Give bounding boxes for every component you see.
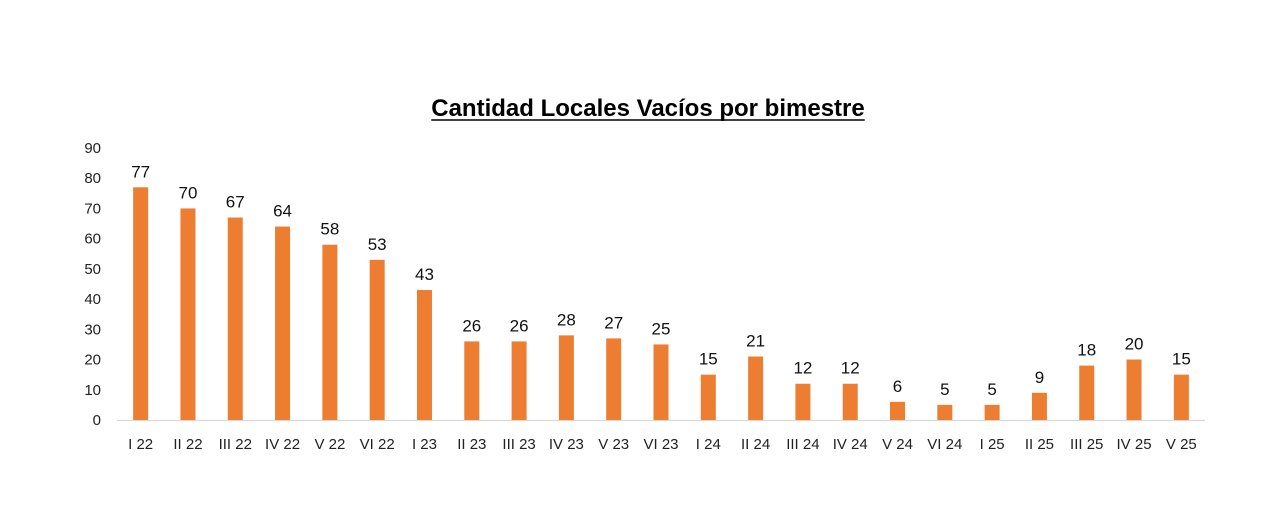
y-tick-label: 10 xyxy=(84,382,101,399)
y-axis: 0 10 20 30 40 50 60 70 80 90 xyxy=(84,140,101,429)
x-tick-label: IV 25 xyxy=(1117,436,1152,453)
x-tick-label: III 22 xyxy=(219,436,252,453)
bar xyxy=(1126,359,1142,420)
x-tick-label: IV 22 xyxy=(265,436,300,453)
y-tick-label: 60 xyxy=(84,231,101,248)
x-tick-label: I 23 xyxy=(412,436,437,453)
data-label: 53 xyxy=(368,235,387,254)
chart-title: Cantidad Locales Vacíos por bimestre xyxy=(431,95,864,122)
y-tick-label: 70 xyxy=(84,200,101,217)
data-label: 5 xyxy=(940,380,949,399)
data-label: 70 xyxy=(178,183,197,202)
data-label: 67 xyxy=(226,193,245,212)
y-tick-label: 50 xyxy=(84,261,101,278)
data-label: 15 xyxy=(1172,350,1191,369)
y-tick-label: 20 xyxy=(84,352,101,369)
y-tick-label: 90 xyxy=(84,140,101,157)
bar xyxy=(937,404,953,420)
x-tick-label: II 25 xyxy=(1025,436,1054,453)
x-tick-label: II 22 xyxy=(173,436,202,453)
data-label: 15 xyxy=(699,350,718,369)
x-tick-label: V 22 xyxy=(314,436,345,453)
bar xyxy=(464,341,480,420)
data-label: 77 xyxy=(131,162,150,181)
bar xyxy=(1173,374,1189,420)
x-tick-label: II 24 xyxy=(741,436,770,453)
x-tick-label: VI 24 xyxy=(927,436,962,453)
data-label: 6 xyxy=(893,377,902,396)
x-tick-label: I 24 xyxy=(696,436,721,453)
data-label: 18 xyxy=(1077,341,1096,360)
bar xyxy=(180,208,196,420)
x-tick-label: I 25 xyxy=(980,436,1005,453)
bar xyxy=(748,356,764,420)
data-label: 64 xyxy=(273,202,292,221)
bar xyxy=(1079,365,1095,420)
bar xyxy=(416,290,432,420)
y-tick-label: 0 xyxy=(93,412,101,429)
x-tick-label: III 25 xyxy=(1070,436,1103,453)
data-label: 12 xyxy=(841,359,860,378)
bar xyxy=(227,217,243,420)
bar xyxy=(511,341,527,420)
y-tick-label: 40 xyxy=(84,291,101,308)
x-tick-label: III 23 xyxy=(502,436,535,453)
data-label: 9 xyxy=(1035,368,1044,387)
bar xyxy=(700,374,716,420)
data-label: 21 xyxy=(746,332,765,351)
x-tick-label: V 25 xyxy=(1166,436,1197,453)
bar-series xyxy=(133,187,1189,420)
data-label: 26 xyxy=(510,316,529,335)
bar xyxy=(1031,392,1047,420)
bar xyxy=(558,335,574,420)
data-label: 26 xyxy=(462,316,481,335)
x-tick-label: III 24 xyxy=(786,436,819,453)
y-tick-label: 30 xyxy=(84,321,101,338)
data-label: 20 xyxy=(1125,335,1144,354)
bar xyxy=(369,259,385,420)
data-label: 25 xyxy=(652,319,671,338)
x-axis: I 22 II 22 III 22 IV 22 V 22 VI 22 I 23 II 23 II… xyxy=(117,419,1205,453)
bar xyxy=(606,338,622,420)
x-tick-label: VI 22 xyxy=(360,436,395,453)
bar xyxy=(890,401,906,420)
x-tick-label: VI 23 xyxy=(643,436,678,453)
bar xyxy=(842,383,858,420)
y-tick-label: 80 xyxy=(84,170,101,187)
bar xyxy=(133,187,149,420)
data-label: 43 xyxy=(415,265,434,284)
bar xyxy=(653,344,669,420)
data-labels: 77 70 67 64 58 53 43 26 26 28 27 25 15 21 12 12 6 5 5 9 18 20… xyxy=(131,162,1191,399)
bar xyxy=(795,383,811,420)
bar xyxy=(275,226,291,420)
bar xyxy=(984,404,1000,420)
x-tick-label: II 23 xyxy=(457,436,486,453)
x-tick-label: I 22 xyxy=(128,436,153,453)
data-label: 5 xyxy=(987,380,996,399)
x-tick-label: IV 24 xyxy=(833,436,868,453)
data-label: 27 xyxy=(604,313,623,332)
x-tick-label: V 23 xyxy=(598,436,629,453)
data-label: 58 xyxy=(320,220,339,239)
bar xyxy=(322,244,338,420)
data-label: 12 xyxy=(793,359,812,378)
data-label: 28 xyxy=(557,310,576,329)
x-tick-label: V 24 xyxy=(882,436,913,453)
x-tick-label: IV 23 xyxy=(549,436,584,453)
